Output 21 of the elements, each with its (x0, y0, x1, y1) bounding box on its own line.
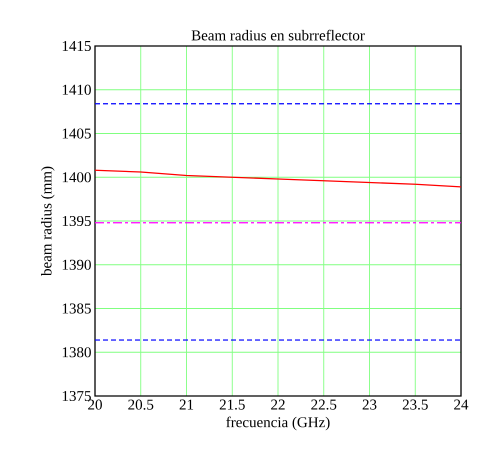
x-tick-label: 23.5 (402, 400, 428, 410)
y-tick-label: 1405 (62, 128, 91, 139)
x-tick-label: 23 (362, 400, 376, 410)
y-tick-label: 1385 (62, 303, 91, 314)
y-axis-title: beam radius (mm) (41, 166, 55, 276)
y-tick-label: 1375 (62, 390, 91, 402)
y-tick-label: 1380 (62, 347, 91, 358)
y-tick-label: 1410 (62, 84, 91, 95)
y-tick-label: 1390 (62, 260, 91, 270)
x-tick-label: 21.5 (220, 400, 245, 410)
x-tick-label: 20.5 (128, 400, 154, 410)
chart-title: Beam radius en subrreflector (192, 30, 365, 40)
x-tick-label: 22 (271, 400, 285, 410)
x-tick-label: 24 (454, 400, 468, 410)
x-axis-title: frecuencia (GHz) (226, 416, 330, 430)
y-tick-label: 1400 (62, 172, 91, 182)
y-tick-label: 1395 (62, 216, 91, 226)
x-tick-label: 22.5 (311, 400, 336, 410)
x-tick-label: 21 (180, 400, 194, 410)
x-tick-label: 20 (88, 400, 102, 410)
y-tick-label: 1415 (62, 40, 91, 52)
